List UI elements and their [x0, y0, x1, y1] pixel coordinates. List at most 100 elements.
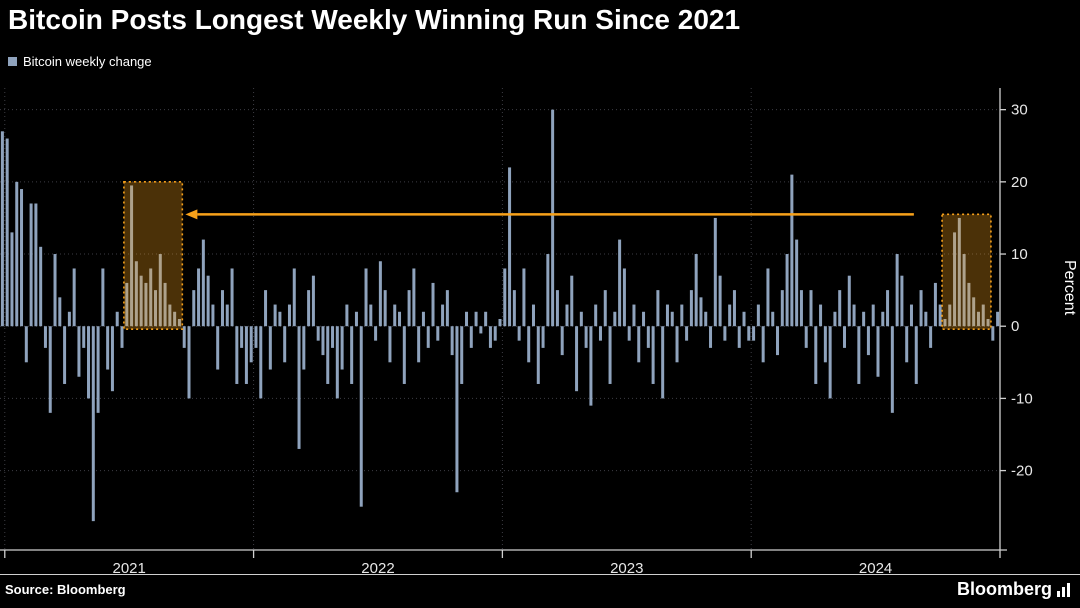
bar [187, 326, 191, 399]
bar [833, 311, 837, 327]
bar [197, 268, 201, 327]
bar [508, 167, 512, 327]
bar [881, 311, 885, 327]
bar [862, 311, 866, 327]
bar [852, 304, 856, 327]
bar [469, 326, 473, 348]
y-tick-label: 0 [1011, 318, 1019, 335]
bar [278, 311, 282, 327]
bar [340, 326, 344, 370]
bar [216, 326, 220, 370]
bar [929, 326, 933, 348]
bar [637, 326, 641, 363]
bar [230, 268, 234, 327]
bar [895, 254, 899, 327]
bar [656, 290, 660, 327]
bar [192, 290, 196, 327]
bar [297, 326, 301, 449]
bar [10, 232, 14, 327]
bar [383, 290, 387, 327]
bar [77, 326, 81, 377]
bar [627, 326, 631, 341]
bar [378, 261, 382, 327]
bar [905, 326, 909, 363]
bar [96, 326, 100, 413]
bar [737, 326, 741, 348]
bar [412, 268, 416, 327]
y-tick-label: -20 [1011, 463, 1033, 480]
bar [809, 290, 813, 327]
bar [455, 326, 459, 493]
bloomberg-bars-icon [1057, 582, 1070, 597]
bar [402, 326, 406, 384]
bar [776, 326, 780, 356]
bar [479, 326, 483, 334]
bar [20, 189, 24, 327]
bar [388, 326, 392, 363]
bar [168, 304, 172, 327]
bar [685, 326, 689, 341]
bar [996, 311, 1000, 327]
bar [407, 290, 411, 327]
bar [149, 268, 153, 327]
bar [39, 246, 43, 327]
year-label: 2022 [361, 560, 394, 577]
y-tick-label: -10 [1011, 390, 1033, 407]
bar [244, 326, 248, 384]
bar [953, 232, 957, 327]
bar [886, 290, 890, 327]
bar [398, 311, 402, 327]
bar [48, 326, 52, 413]
bar [273, 304, 277, 327]
bar [613, 311, 617, 327]
bar [67, 311, 71, 327]
bar [584, 326, 588, 348]
bar [474, 311, 478, 327]
bar [603, 290, 607, 327]
bar [871, 304, 875, 327]
bar [15, 181, 19, 327]
legend: Bitcoin weekly change [8, 54, 152, 69]
bar [354, 311, 358, 327]
bar [134, 261, 138, 327]
bar [728, 304, 732, 327]
bar [130, 185, 134, 327]
bar [771, 311, 775, 327]
bar [154, 290, 157, 327]
bar [220, 290, 224, 327]
bar [139, 275, 143, 327]
bar [594, 304, 598, 327]
bar [814, 326, 818, 384]
bar [34, 203, 38, 327]
y-axis-title: Percent [1061, 260, 1078, 316]
bar [546, 254, 550, 327]
bar [694, 254, 698, 327]
bar [493, 326, 497, 341]
bar [986, 319, 990, 327]
bar [632, 304, 636, 327]
bar [622, 268, 626, 327]
bar [182, 326, 186, 348]
bar [345, 304, 349, 327]
bar [924, 311, 928, 327]
bar [541, 326, 545, 348]
bar [527, 326, 531, 363]
bar [307, 290, 311, 327]
bar [82, 326, 86, 348]
bar [110, 326, 114, 392]
bar [144, 282, 148, 327]
bar [331, 326, 335, 348]
bar [933, 282, 937, 327]
highlight-box [941, 213, 992, 331]
bar [120, 326, 124, 348]
bar [417, 326, 421, 363]
bar [264, 290, 268, 327]
bar [445, 290, 449, 327]
streak-arrow-head [185, 209, 198, 220]
bar [890, 326, 894, 413]
bar [287, 304, 291, 327]
bar [335, 326, 339, 399]
bar [761, 326, 765, 363]
bar [531, 304, 535, 327]
